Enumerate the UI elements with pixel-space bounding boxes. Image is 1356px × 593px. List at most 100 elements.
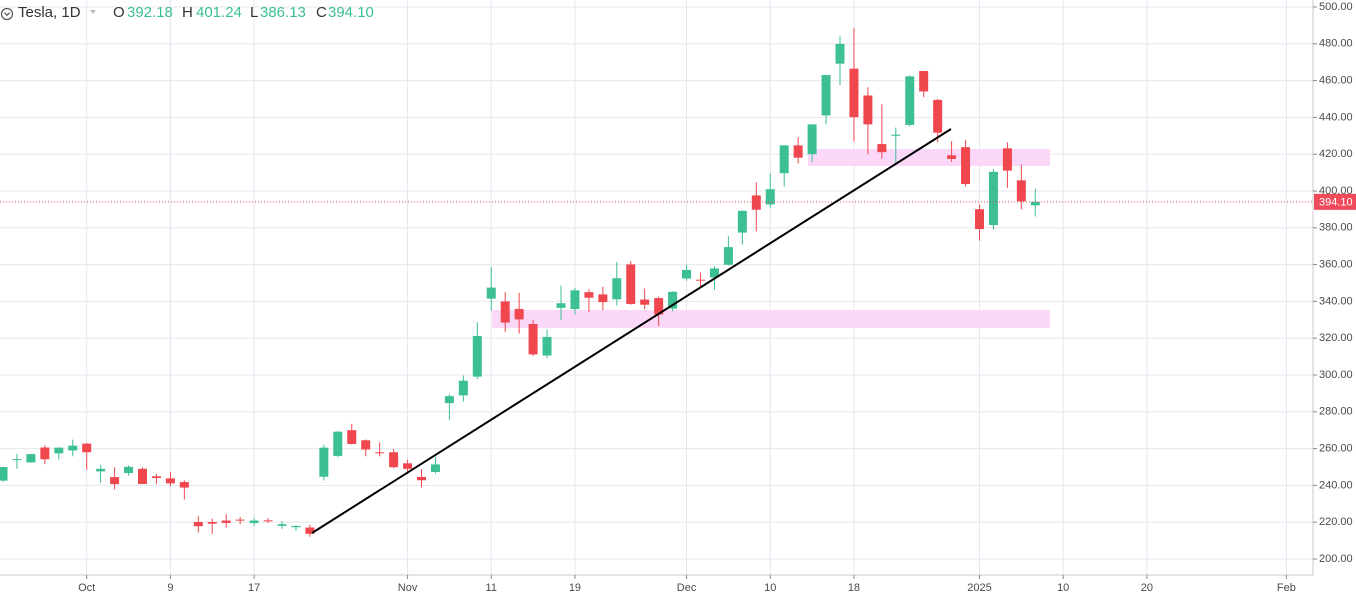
x-tick-label: Nov [398, 582, 418, 593]
support-zone [492, 310, 1050, 328]
x-tick-label: 9 [167, 582, 173, 593]
legend-key: H [182, 4, 193, 21]
x-tick-label: 10 [764, 582, 776, 593]
candle-body [919, 71, 929, 92]
legend-value: 401.24 [196, 4, 242, 21]
candle-body [291, 525, 301, 528]
candle-body [151, 476, 161, 479]
candle-body [598, 294, 608, 303]
candle-body [138, 468, 147, 484]
candle-body [570, 290, 580, 310]
candle-body [933, 99, 943, 133]
y-tick-label: 200.00 [1319, 553, 1353, 565]
candle-body [347, 430, 357, 444]
y-tick-label: 480.00 [1319, 38, 1353, 50]
x-tick-label: Dec [677, 582, 697, 593]
grid [0, 0, 1313, 575]
x-tick-label: 20 [1141, 582, 1153, 593]
y-tick-label: 280.00 [1319, 406, 1353, 418]
candle-body [709, 268, 719, 278]
y-tick-label: 360.00 [1319, 258, 1353, 270]
candle-body [961, 147, 971, 184]
candle-body [612, 278, 622, 300]
candle-body [26, 454, 36, 463]
collapse-chevron [4, 12, 10, 17]
candle-body [319, 447, 329, 477]
candle-body [640, 299, 650, 305]
y-tick-label: 240.00 [1319, 479, 1353, 491]
resistance-zone [808, 149, 1050, 166]
x-tick-label: 10 [1057, 582, 1069, 593]
candle-body [905, 76, 915, 125]
candle-body [221, 520, 231, 523]
y-tick-label: 300.00 [1319, 369, 1353, 381]
candle-body [835, 43, 845, 64]
candle-body [110, 477, 120, 485]
candle-body [430, 464, 440, 472]
candle-body [207, 522, 217, 524]
candle-body [486, 287, 496, 299]
candle-body [877, 144, 887, 153]
candle-body [1016, 180, 1026, 202]
candle-body [765, 189, 775, 205]
candle-body [12, 459, 22, 461]
candle-body [403, 463, 413, 469]
candle-body [361, 440, 371, 450]
candle-body [975, 209, 984, 230]
candle-body [821, 75, 831, 116]
y-tick-label: 320.00 [1319, 332, 1353, 344]
candle-body [514, 308, 524, 320]
candle-body [249, 520, 259, 524]
x-tick-label: 19 [569, 582, 581, 593]
candle-body [54, 447, 64, 454]
candle-body [417, 476, 426, 481]
legend-key: C [316, 4, 327, 21]
candle-body [528, 324, 538, 355]
candle-body [389, 452, 399, 468]
last-price-label: 394.10 [1319, 196, 1353, 208]
candle-body [235, 519, 245, 521]
candle-body [458, 380, 468, 396]
x-tick-label: 2025 [967, 582, 991, 593]
candles [0, 28, 1313, 537]
candle-body [542, 336, 552, 356]
candle-body [333, 431, 343, 456]
y-tick-label: 440.00 [1319, 111, 1353, 123]
collapse-icon[interactable] [0, 7, 14, 21]
candle-body [0, 466, 8, 481]
candle-body [179, 482, 189, 488]
candle-body [193, 522, 203, 527]
x-tick-label: Oct [78, 582, 95, 593]
candle-body [82, 443, 92, 453]
candle-body [375, 452, 385, 454]
candle-body [696, 279, 705, 281]
candle-body [668, 291, 678, 309]
y-tick-label: 420.00 [1319, 148, 1353, 160]
candle-body [124, 466, 134, 474]
legend-value: 394.10 [328, 4, 374, 21]
candle-body [68, 445, 78, 451]
legend-key: O [113, 4, 125, 21]
candle-body [165, 478, 175, 484]
candle-body [751, 195, 761, 210]
candle-body [682, 269, 692, 279]
symbol-dropdown[interactable] [90, 10, 96, 14]
candle-body [1030, 201, 1040, 206]
candle-body [96, 468, 106, 472]
y-tick-label: 380.00 [1319, 222, 1353, 234]
symbol-title[interactable]: Tesla, 1D [18, 4, 81, 21]
candle-body [556, 303, 566, 308]
candle-body [626, 264, 636, 304]
candle-body [277, 524, 287, 526]
y-tick-label: 340.00 [1319, 295, 1353, 307]
candle-body [263, 520, 273, 522]
candle-body [779, 145, 789, 174]
x-tick-label: 11 [486, 582, 497, 593]
candle-body [723, 247, 733, 265]
x-tick-label: 17 [248, 582, 260, 593]
candle-body [654, 298, 664, 315]
candle-body [891, 134, 901, 136]
